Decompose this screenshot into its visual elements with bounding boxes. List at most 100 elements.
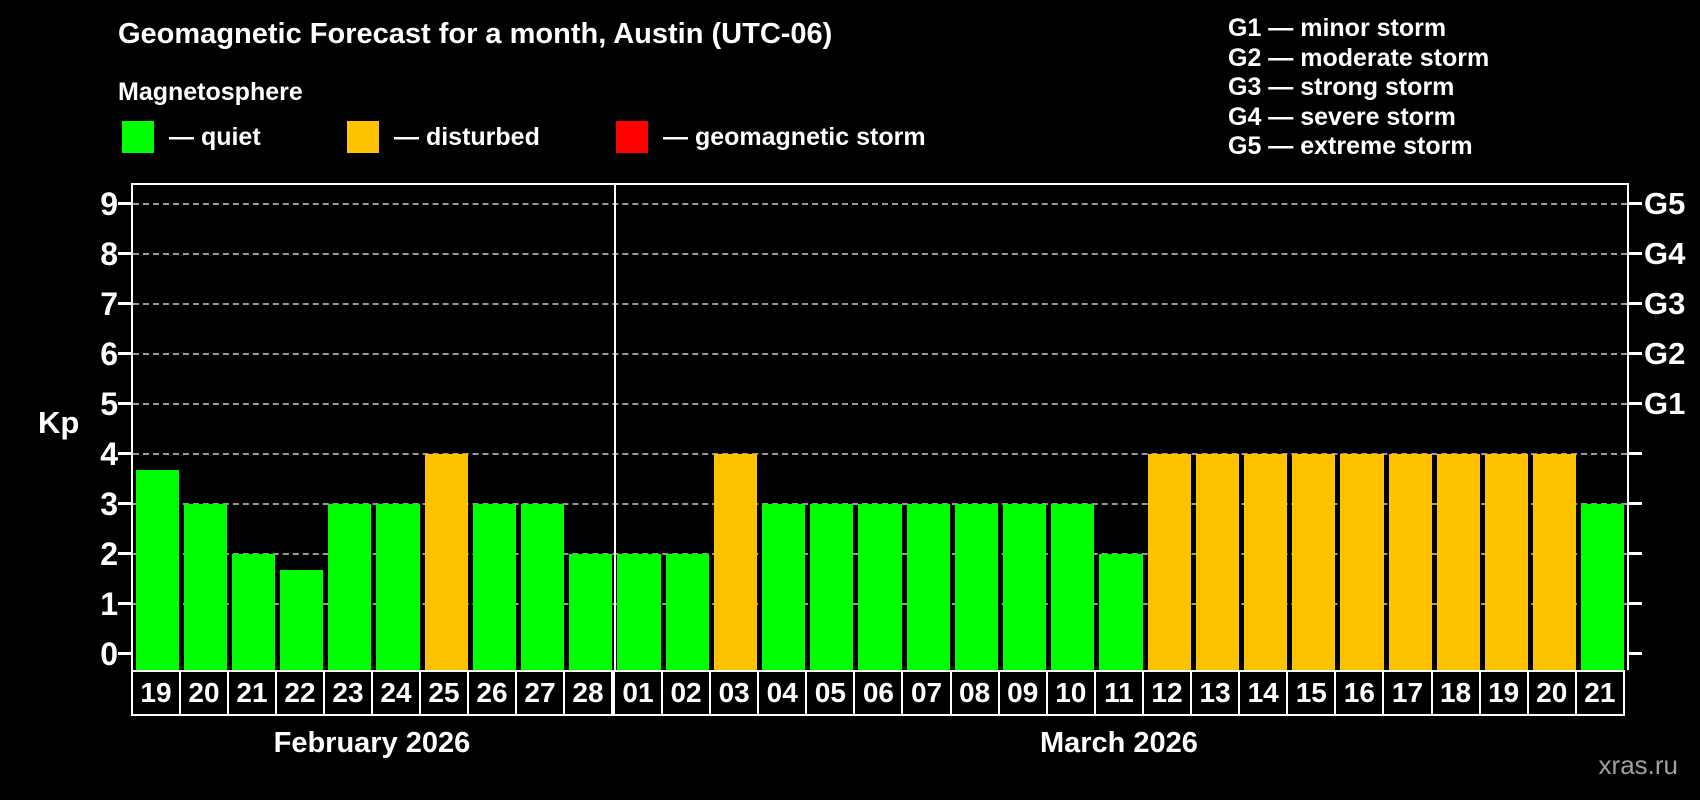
kp-bar-day-08 bbox=[954, 503, 998, 670]
storm-scale-g1: G1 — minor storm bbox=[1228, 14, 1447, 42]
left-tick-kp-8 bbox=[118, 252, 132, 255]
gridline-kp-7 bbox=[133, 302, 1627, 305]
day-label-22: 22 bbox=[275, 672, 323, 714]
kp-bar-day-15 bbox=[1292, 453, 1336, 670]
gridline-kp-4 bbox=[133, 452, 1627, 455]
day-label-13: 13 bbox=[1190, 672, 1238, 714]
day-label-21: 21 bbox=[1574, 672, 1623, 714]
kp-bar-day-28 bbox=[569, 553, 613, 670]
storm-scale-legend: G1 — minor storm G2 — moderate storm G3 … bbox=[1228, 14, 1489, 162]
kp-bar-day-20 bbox=[1533, 453, 1577, 670]
y-tick-label-1: 1 bbox=[100, 585, 118, 622]
magnetosphere-label: Magnetosphere bbox=[118, 78, 303, 106]
kp-bar-day-11 bbox=[1099, 553, 1143, 670]
storm-color-swatch bbox=[616, 121, 648, 153]
kp-bar-day-27 bbox=[521, 503, 565, 670]
day-label-15: 15 bbox=[1286, 672, 1334, 714]
right-tick-kp-2 bbox=[1628, 552, 1642, 555]
left-tick-kp-5 bbox=[118, 402, 132, 405]
storm-scale-g3: G3 — strong storm bbox=[1228, 73, 1455, 101]
day-label-19: 19 bbox=[1478, 672, 1527, 714]
y-axis-title: Kp bbox=[38, 405, 80, 440]
kp-bar-day-04 bbox=[762, 503, 806, 670]
kp-bar-day-23 bbox=[328, 503, 372, 670]
kp-bar-day-24 bbox=[376, 503, 420, 670]
day-label-25: 25 bbox=[419, 672, 467, 714]
plot-area: 0 1 2 3 4 5 6 7 8 9 G1 G2 G3 G4 G5 bbox=[100, 183, 1685, 671]
chart-title: Geomagnetic Forecast for a month, Austin… bbox=[118, 18, 833, 50]
right-tick-kp-1 bbox=[1628, 602, 1642, 605]
month-separator-line bbox=[613, 185, 616, 670]
kp-bar-day-10 bbox=[1051, 503, 1095, 670]
kp-bar-day-09 bbox=[1002, 503, 1047, 670]
day-label-06: 06 bbox=[853, 672, 901, 714]
left-tick-kp-3 bbox=[118, 502, 132, 505]
day-label-20: 20 bbox=[1526, 672, 1575, 714]
kp-bar-day-26 bbox=[472, 503, 517, 670]
day-label-16: 16 bbox=[1334, 672, 1382, 714]
day-label-24: 24 bbox=[371, 672, 419, 714]
right-axis-label-g4: G4 bbox=[1644, 235, 1686, 271]
y-tick-label-3: 3 bbox=[100, 485, 118, 522]
y-tick-label-4: 4 bbox=[100, 435, 118, 472]
day-label-07: 07 bbox=[901, 672, 949, 714]
day-label-26: 26 bbox=[467, 672, 515, 714]
kp-bar-day-05 bbox=[810, 503, 854, 670]
day-label-11: 11 bbox=[1093, 672, 1142, 714]
right-tick-kp-5 bbox=[1628, 402, 1642, 405]
day-label-20: 20 bbox=[179, 672, 227, 714]
right-tick-kp-7 bbox=[1628, 302, 1642, 305]
right-tick-kp-8 bbox=[1628, 252, 1642, 255]
legend-label-disturbed: — disturbed bbox=[394, 122, 540, 151]
day-label-02: 02 bbox=[661, 672, 709, 714]
kp-bar-day-12 bbox=[1147, 453, 1191, 670]
watermark: xras.ru bbox=[1598, 750, 1678, 780]
day-label-row-month-1: 01 02 03 04 05 06 07 08 09 10 11 12 13 14 15 16 17 18 19 20… bbox=[612, 670, 1625, 716]
right-axis-label-g1: G1 bbox=[1644, 385, 1686, 421]
storm-scale-g5: G5 — extreme storm bbox=[1228, 132, 1473, 160]
left-tick-kp-6 bbox=[118, 352, 132, 355]
kp-bar-day-21 bbox=[1581, 503, 1625, 670]
day-label-08: 08 bbox=[949, 672, 998, 714]
left-tick-kp-1 bbox=[118, 602, 132, 605]
y-tick-label-0: 0 bbox=[100, 635, 118, 672]
month-label-0: February 2026 bbox=[273, 727, 471, 759]
kp-bar-day-22 bbox=[280, 570, 324, 670]
kp-bar-day-01 bbox=[617, 553, 661, 670]
y-tick-label-9: 9 bbox=[100, 185, 118, 222]
right-axis-label-g2: G2 bbox=[1644, 335, 1686, 371]
kp-bar-day-02 bbox=[665, 553, 709, 670]
disturbed-color-swatch bbox=[347, 121, 379, 153]
gridline-kp-5 bbox=[133, 402, 1627, 405]
kp-bar-day-21 bbox=[231, 553, 276, 670]
day-label-10: 10 bbox=[1045, 672, 1094, 714]
kp-bar-day-17 bbox=[1388, 453, 1432, 670]
right-tick-kp-3 bbox=[1628, 502, 1642, 505]
legend-label-storm: — geomagnetic storm bbox=[663, 122, 926, 151]
y-tick-label-7: 7 bbox=[100, 285, 118, 322]
gridline-kp-6 bbox=[133, 352, 1627, 355]
day-label-18: 18 bbox=[1430, 672, 1479, 714]
kp-bar-day-19 bbox=[1484, 453, 1529, 670]
gridline-kp-9 bbox=[133, 202, 1627, 205]
day-label-27: 27 bbox=[515, 672, 563, 714]
kp-bar-day-14 bbox=[1243, 453, 1288, 670]
right-tick-kp-0 bbox=[1628, 652, 1642, 655]
left-tick-kp-7 bbox=[118, 302, 132, 305]
day-label-03: 03 bbox=[709, 672, 757, 714]
left-tick-kp-9 bbox=[118, 202, 132, 205]
kp-bar-day-13 bbox=[1195, 453, 1239, 670]
y-tick-label-6: 6 bbox=[100, 335, 118, 372]
left-tick-kp-2 bbox=[118, 552, 132, 555]
day-label-04: 04 bbox=[757, 672, 805, 714]
day-label-12: 12 bbox=[1141, 672, 1190, 714]
legend-item-disturbed: — disturbed bbox=[347, 120, 540, 154]
storm-scale-g4: G4 — severe storm bbox=[1228, 102, 1456, 131]
kp-bar-day-25 bbox=[424, 453, 468, 670]
day-label-23: 23 bbox=[323, 672, 371, 714]
kp-bar-day-20 bbox=[183, 503, 227, 670]
right-tick-kp-6 bbox=[1628, 352, 1642, 355]
legend-item-storm: — geomagnetic storm bbox=[616, 120, 926, 154]
day-label-09: 09 bbox=[997, 672, 1046, 714]
